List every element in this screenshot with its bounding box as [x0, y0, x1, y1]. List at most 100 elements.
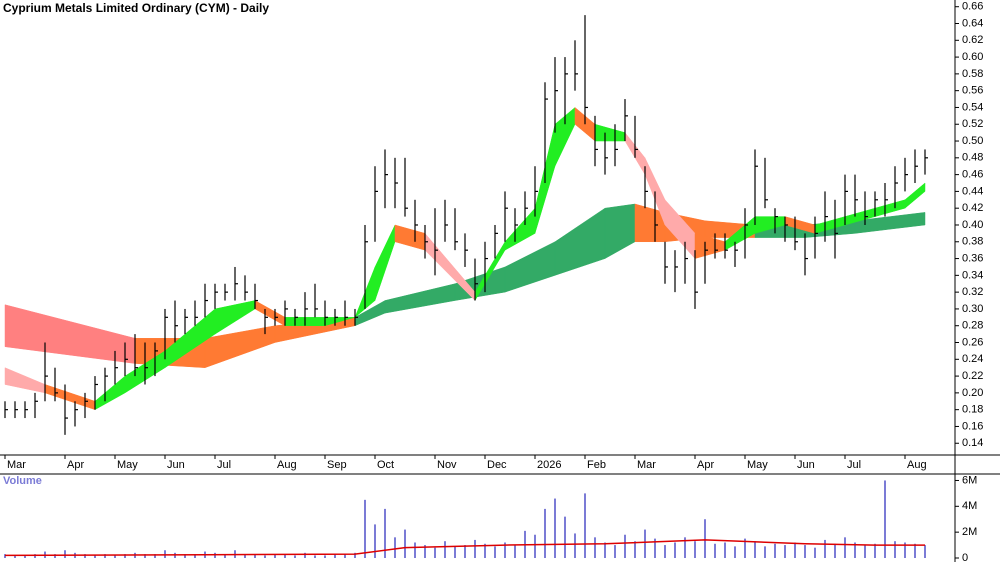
- ribbon-segment: [854, 212, 926, 234]
- volume-bar: [614, 545, 616, 558]
- volume-bar: [474, 539, 476, 558]
- x-tick-label: Aug: [277, 459, 297, 471]
- ribbon-segment: [44, 384, 96, 411]
- volume-bar: [734, 546, 736, 558]
- volume-bar: [54, 554, 56, 558]
- volume-bar: [514, 545, 516, 558]
- volume-bar: [564, 516, 566, 558]
- y-tick-label: 0.40: [962, 219, 983, 231]
- y-tick-label: 0.48: [962, 152, 983, 164]
- ribbon-segment: [604, 203, 636, 259]
- y-tick-label: 0.14: [962, 437, 983, 449]
- volume-bar: [784, 545, 786, 558]
- y-tick-label: 0.66: [962, 1, 983, 13]
- ribbon-segment: [554, 207, 606, 276]
- y-tick-label: 0.28: [962, 320, 983, 332]
- y-tick-label: 0.20: [962, 387, 983, 399]
- volume-bar: [904, 542, 906, 558]
- y-tick-label: 0: [962, 552, 968, 562]
- y-tick-label: 0.18: [962, 404, 983, 416]
- volume-bar: [404, 529, 406, 558]
- volume-bar: [4, 554, 6, 558]
- ribbon-segment: [254, 300, 286, 327]
- volume-bar: [634, 541, 636, 558]
- x-tick-label: Nov: [437, 459, 457, 471]
- volume-bar: [14, 555, 16, 558]
- volume-bar: [64, 550, 66, 558]
- volume-bar: [154, 554, 156, 558]
- volume-bar: [704, 519, 706, 558]
- volume-bar: [384, 508, 386, 558]
- volume-bar: [554, 498, 556, 558]
- volume-bar: [824, 539, 826, 558]
- volume-bar: [624, 534, 626, 558]
- volume-bar: [864, 545, 866, 558]
- volume-bar: [364, 499, 366, 558]
- y-tick-label: 0.16: [962, 420, 983, 432]
- x-tick-label: May: [747, 459, 768, 471]
- volume-bar: [484, 543, 486, 558]
- y-tick-label: 0.30: [962, 303, 983, 315]
- y-tick-label: 0.26: [962, 336, 983, 348]
- volume-bar: [714, 543, 716, 558]
- volume-bar: [644, 529, 646, 558]
- volume-bar: [924, 545, 926, 558]
- ribbon-segment: [94, 375, 126, 411]
- x-tick-label: Aug: [907, 459, 927, 471]
- x-tick-label: Mar: [7, 459, 26, 471]
- y-tick-label: 6M: [962, 474, 977, 486]
- ribbon-segment: [664, 199, 696, 260]
- volume-bar: [754, 541, 756, 558]
- x-tick-label: Dec: [487, 459, 507, 471]
- ribbon-segment: [904, 182, 926, 209]
- y-tick-label: 0.32: [962, 286, 983, 298]
- volume-bar: [164, 550, 166, 558]
- y-tick-label: 2M: [962, 526, 977, 538]
- x-tick-label: Jul: [217, 459, 231, 471]
- y-tick-label: 0.54: [962, 101, 983, 113]
- volume-bar: [854, 542, 856, 558]
- volume-bar: [894, 541, 896, 558]
- y-tick-label: 0.42: [962, 202, 983, 214]
- volume-bar: [314, 555, 316, 558]
- y-tick-label: 0.60: [962, 51, 983, 63]
- volume-bar: [224, 554, 226, 558]
- y-tick-label: 0.24: [962, 353, 983, 365]
- volume-bar: [914, 543, 916, 558]
- volume-bar: [374, 524, 376, 558]
- volume-bar: [324, 555, 326, 558]
- volume-bar: [344, 554, 346, 558]
- volume-bar: [664, 545, 666, 558]
- volume-bar: [684, 537, 686, 558]
- y-tick-label: 0.62: [962, 34, 983, 46]
- volume-bar: [774, 543, 776, 558]
- volume-bar: [254, 554, 256, 558]
- volume-bar: [884, 480, 886, 558]
- y-tick-label: 0.38: [962, 236, 983, 248]
- volume-bar: [464, 545, 466, 558]
- volume-bar: [834, 543, 836, 558]
- volume-bar: [284, 554, 286, 558]
- volume-bar: [294, 555, 296, 558]
- volume-title: Volume: [3, 475, 42, 487]
- volume-bar: [584, 493, 586, 558]
- volume-bar: [434, 547, 436, 558]
- volume-bar: [794, 542, 796, 558]
- volume-bar: [814, 547, 816, 558]
- x-tick-label: Jun: [797, 459, 815, 471]
- volume-bar: [574, 533, 576, 558]
- volume-bar: [274, 554, 276, 558]
- volume-bar: [84, 554, 86, 558]
- y-tick-label: 0.22: [962, 370, 983, 382]
- y-tick-label: 0.44: [962, 185, 983, 197]
- x-tick-label: Mar: [637, 459, 656, 471]
- ribbon-segment: [504, 207, 536, 251]
- x-tick-label: Apr: [67, 459, 84, 471]
- y-tick-label: 4M: [962, 500, 977, 512]
- y-tick-label: 0.50: [962, 135, 983, 147]
- volume-bar: [424, 545, 426, 558]
- x-tick-label: Sep: [327, 459, 347, 471]
- volume-bar: [654, 538, 656, 558]
- volume-bar: [724, 542, 726, 558]
- volume-bar: [674, 542, 676, 558]
